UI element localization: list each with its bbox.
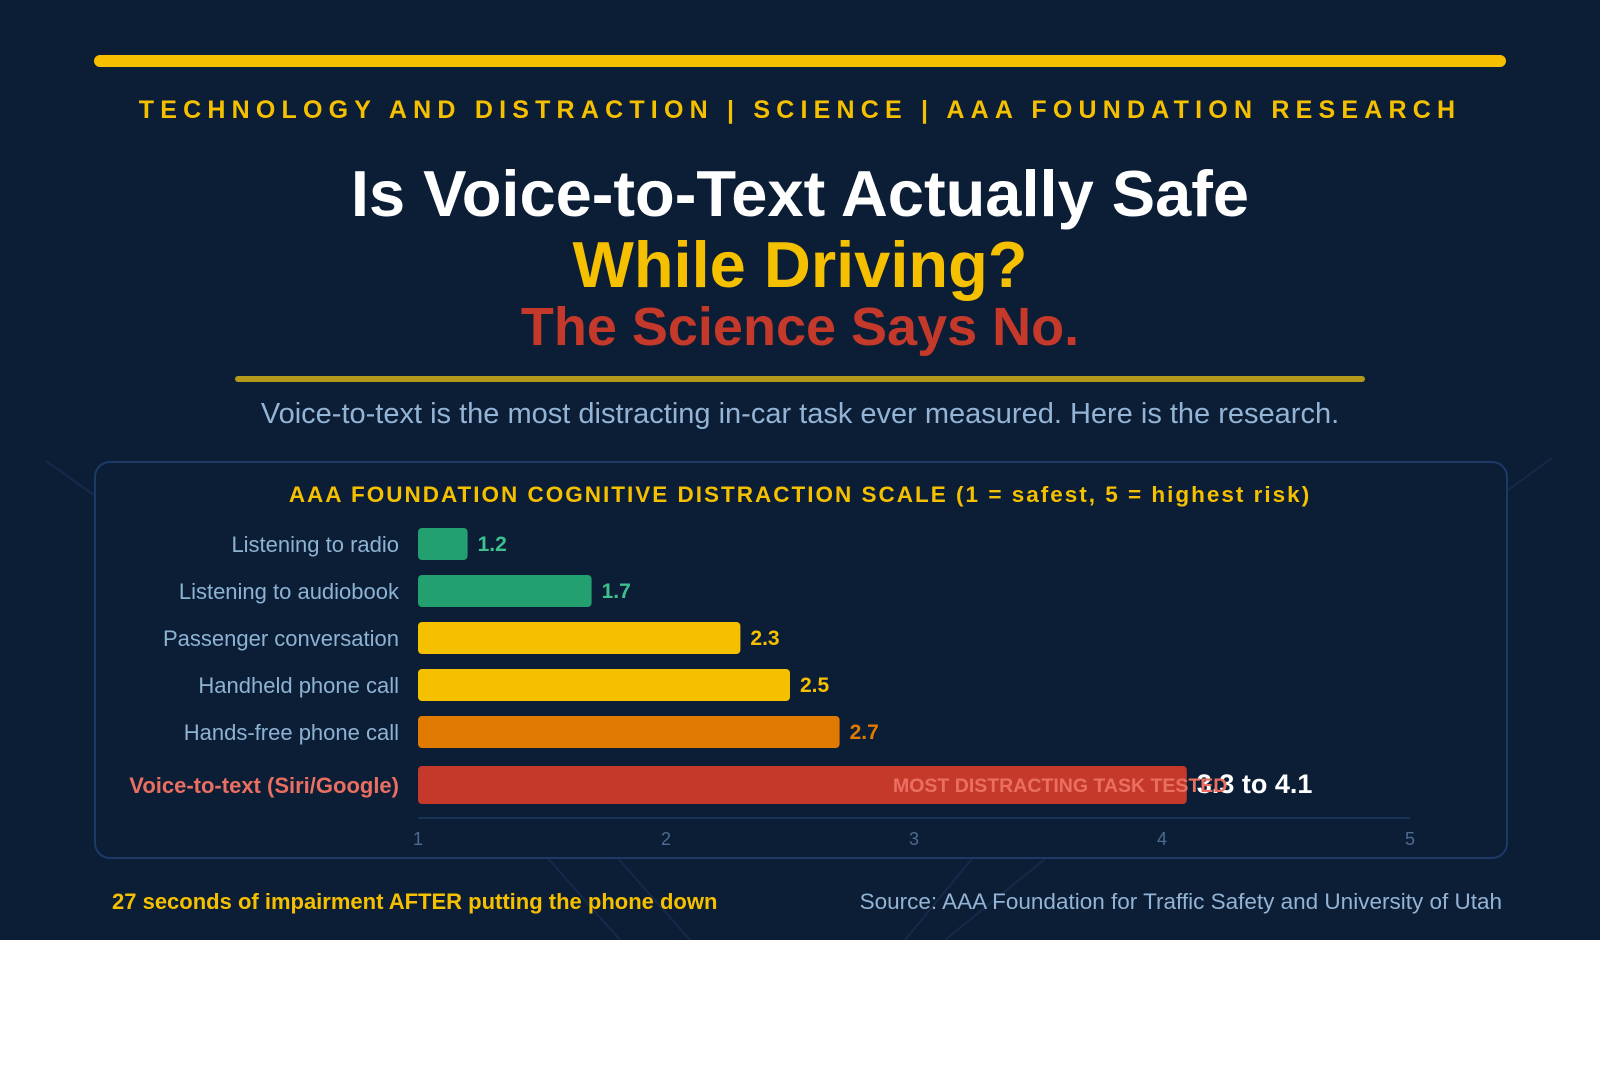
source-citation: Source: AAA Foundation for Traffic Safet… — [859, 889, 1502, 914]
bar-5 — [418, 716, 840, 748]
background-decoration — [45, 457, 1553, 940]
category-label-5: Hands-free phone call — [184, 720, 399, 745]
headline-divider — [235, 376, 1365, 382]
category-label-4: Handheld phone call — [198, 673, 399, 698]
kicker-text: TECHNOLOGY AND DISTRACTION | SCIENCE | A… — [138, 96, 1462, 124]
category-label-2: Listening to audiobook — [179, 579, 400, 604]
subtitle: Voice-to-text is the most distracting in… — [260, 398, 1340, 430]
distraction-bar-chart: Listening to radio 1.2 Listening to audiob… — [129, 528, 1415, 849]
x-tick-label-3: 3 — [909, 829, 919, 849]
value-label-4: 2.5 — [800, 674, 830, 697]
value-label-6: 3.3 to 4.1 — [1197, 769, 1313, 799]
bar-6 — [418, 766, 1187, 804]
headline-line-2: While Driving? — [572, 228, 1028, 301]
category-label-6: Voice-to-text (Siri/Google) — [129, 773, 399, 798]
bar-1 — [418, 528, 468, 560]
top-accent-rule — [94, 55, 1506, 67]
infographic-panel: TECHNOLOGY AND DISTRACTION | SCIENCE | A… — [0, 0, 1600, 940]
x-tick-label-1: 1 — [413, 829, 423, 849]
value-label-2: 1.7 — [602, 580, 631, 603]
bar-4 — [418, 669, 790, 701]
chart-title: AAA FOUNDATION COGNITIVE DISTRACTION SCA… — [288, 482, 1312, 507]
x-tick-label-5: 5 — [1405, 829, 1415, 849]
value-label-1: 1.2 — [478, 533, 507, 556]
x-tick-label-2: 2 — [661, 829, 671, 849]
headline-line-3: The Science Says No. — [520, 297, 1080, 357]
value-label-3: 2.3 — [750, 627, 779, 650]
x-tick-label-4: 4 — [1157, 829, 1167, 849]
headline-line-1: Is Voice-to-Text Actually Safe — [350, 157, 1250, 230]
bar-3 — [418, 622, 741, 654]
category-label-3: Passenger conversation — [163, 626, 399, 651]
impairment-note: 27 seconds of impairment AFTER putting t… — [112, 889, 718, 914]
category-label-1: Listening to radio — [231, 532, 399, 557]
annotation-label: MOST DISTRACTING TASK TESTED — [893, 775, 1227, 797]
bar-2 — [418, 575, 592, 607]
value-label-5: 2.7 — [850, 721, 879, 744]
